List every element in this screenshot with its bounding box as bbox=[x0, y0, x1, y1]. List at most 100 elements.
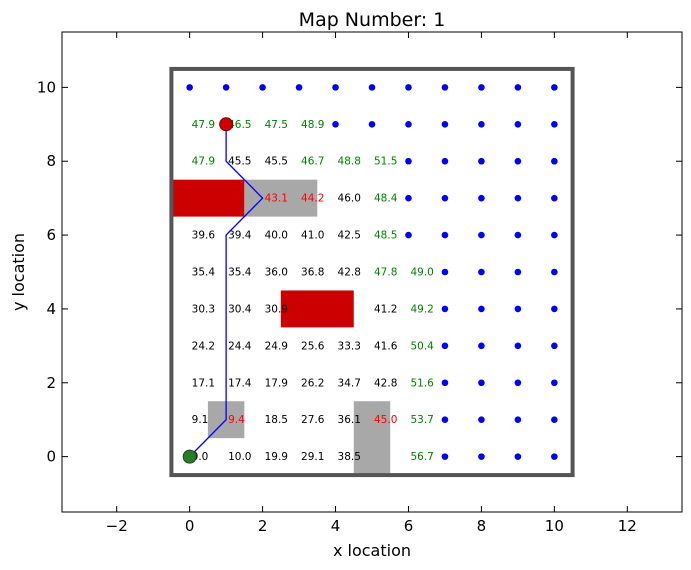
cost-label: 26.2 bbox=[301, 377, 324, 389]
unvisited-point bbox=[551, 379, 558, 387]
unvisited-point bbox=[222, 84, 230, 91]
unvisited-point bbox=[478, 121, 485, 128]
unvisited-point bbox=[514, 453, 522, 460]
unvisited-point bbox=[259, 84, 266, 91]
obstacle-gray-4 bbox=[353, 401, 391, 476]
unvisited-point bbox=[551, 416, 558, 423]
cost-label: 10.0 bbox=[228, 451, 251, 463]
cost-label: 40.0 bbox=[265, 230, 288, 242]
unvisited-point bbox=[551, 157, 558, 165]
cost-label: 42.8 bbox=[338, 267, 361, 279]
unvisited-point bbox=[514, 268, 522, 276]
unvisited-point bbox=[551, 84, 558, 91]
x-tick-label: −2 bbox=[106, 517, 128, 535]
unvisited-points-layer bbox=[186, 84, 558, 460]
cost-label: 9.1 bbox=[192, 414, 209, 426]
cost-label: 47.9 bbox=[192, 119, 215, 131]
unvisited-point bbox=[551, 453, 558, 460]
unvisited-point bbox=[441, 157, 449, 165]
cost-label: 33.3 bbox=[338, 340, 361, 352]
cost-labels-layer: 47.9 46.5 47.5 48.9 47.9 45.5 45.5 46.7 48.8 51.5… bbox=[192, 119, 435, 463]
unvisited-point bbox=[405, 231, 412, 239]
unvisited-point bbox=[332, 121, 339, 128]
cost-label: 45.5 bbox=[265, 156, 288, 168]
cost-label: 45.0 bbox=[374, 414, 397, 426]
cost-label: 17.9 bbox=[265, 377, 288, 389]
cost-label: 48.8 bbox=[338, 156, 361, 168]
unvisited-point bbox=[514, 342, 522, 350]
unvisited-point bbox=[405, 84, 412, 91]
plot-area-frame bbox=[61, 31, 683, 513]
cost-label: 47.9 bbox=[192, 156, 215, 168]
y-tick-label: 10 bbox=[37, 78, 56, 96]
x-axis-label: x location bbox=[333, 541, 411, 560]
cost-label: 41.6 bbox=[374, 340, 398, 352]
cost-label: 30.4 bbox=[228, 303, 252, 315]
y-tick-label: 6 bbox=[46, 226, 56, 244]
unvisited-point bbox=[478, 379, 485, 387]
cost-label: 53.7 bbox=[410, 414, 433, 426]
obstacle-red-2 bbox=[280, 290, 354, 328]
unvisited-point bbox=[478, 342, 485, 350]
unvisited-point bbox=[478, 231, 485, 239]
cost-label: 50.4 bbox=[410, 340, 434, 352]
cost-label: 42.5 bbox=[338, 230, 361, 242]
cost-label: 49.2 bbox=[410, 303, 433, 315]
unvisited-point bbox=[441, 268, 449, 276]
obstacle-gray-1 bbox=[244, 179, 318, 217]
cost-label: 35.4 bbox=[228, 267, 252, 279]
cost-label: 46.5 bbox=[228, 119, 251, 131]
cost-label: 19.9 bbox=[265, 451, 288, 463]
unvisited-point bbox=[514, 194, 522, 202]
ticks-layer: −2 0 2 4 6 8 10 12 0 2 4 6 8 10 bbox=[37, 32, 682, 535]
cost-label: 24.4 bbox=[228, 340, 252, 352]
cost-label: 30.9 bbox=[265, 303, 288, 315]
unvisited-point bbox=[551, 194, 558, 202]
cost-label: 45.5 bbox=[228, 156, 251, 168]
unvisited-point bbox=[441, 453, 449, 460]
cost-label: 36.8 bbox=[301, 267, 324, 279]
unvisited-point bbox=[441, 342, 449, 350]
unvisited-point bbox=[551, 231, 558, 239]
unvisited-point bbox=[405, 194, 412, 202]
unvisited-point bbox=[478, 416, 485, 423]
cost-label: 44.2 bbox=[301, 193, 324, 205]
cost-label: 27.6 bbox=[301, 414, 325, 426]
unvisited-point bbox=[478, 194, 485, 202]
unvisited-point bbox=[441, 416, 449, 423]
cost-label: 48.9 bbox=[301, 119, 324, 131]
cost-label: 24.2 bbox=[192, 340, 215, 352]
unvisited-point bbox=[186, 84, 193, 91]
unvisited-point bbox=[514, 121, 522, 128]
cost-label: 48.5 bbox=[374, 230, 397, 242]
cost-label: 47.8 bbox=[374, 267, 397, 279]
unvisited-point bbox=[551, 121, 558, 128]
y-tick-label: 0 bbox=[46, 448, 56, 466]
cost-label: 30.3 bbox=[192, 303, 215, 315]
cost-label: 48.4 bbox=[374, 193, 398, 205]
unvisited-point bbox=[478, 157, 485, 165]
boundary-layer bbox=[169, 66, 575, 478]
cost-label: 35.4 bbox=[192, 267, 216, 279]
unvisited-point bbox=[514, 157, 522, 165]
x-tick-label: 2 bbox=[258, 517, 268, 535]
cost-label: 47.5 bbox=[265, 119, 288, 131]
cost-label: 43.1 bbox=[265, 193, 288, 205]
unvisited-point bbox=[332, 84, 339, 91]
cost-label: 24.9 bbox=[265, 340, 288, 352]
goal-marker bbox=[219, 117, 234, 132]
unvisited-point bbox=[405, 157, 412, 165]
cost-label: 17.1 bbox=[192, 377, 215, 389]
cost-label: 41.0 bbox=[301, 230, 324, 242]
x-tick-label: 12 bbox=[618, 517, 637, 535]
unvisited-point bbox=[514, 231, 522, 239]
unvisited-point bbox=[368, 84, 376, 91]
map-boundary bbox=[169, 66, 575, 478]
x-tick-label: 8 bbox=[477, 517, 487, 535]
unvisited-point bbox=[441, 84, 449, 91]
cost-label: 25.6 bbox=[301, 340, 325, 352]
unvisited-point bbox=[441, 121, 449, 128]
cost-label: 46.0 bbox=[338, 193, 361, 205]
